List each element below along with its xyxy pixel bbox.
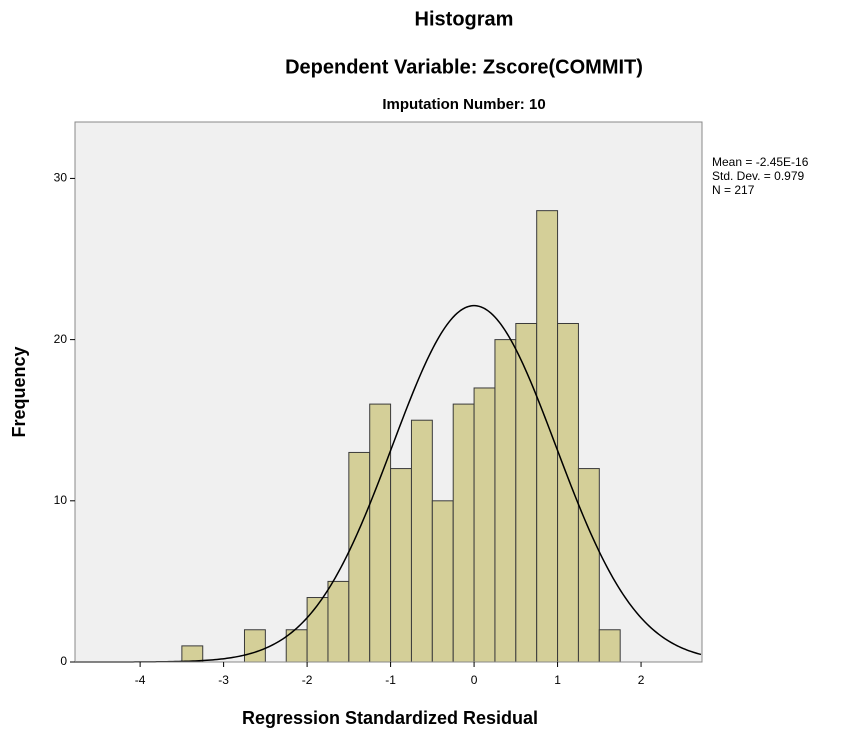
bar: [410, 419, 433, 663]
stat-label: Mean = -2.45E-16: [712, 155, 809, 169]
bar: [452, 403, 475, 663]
y-axis-label: Frequency: [9, 346, 29, 437]
x-axis-label: Regression Standardized Residual: [242, 708, 538, 728]
bar: [515, 322, 538, 663]
bar: [598, 629, 621, 663]
y-tick-label: 30: [54, 171, 68, 185]
stat-label: N = 217: [712, 183, 755, 197]
bar: [243, 629, 266, 663]
bar: [327, 580, 350, 663]
bar: [181, 645, 204, 663]
bar: [577, 468, 600, 663]
x-tick-label: 2: [638, 673, 645, 687]
bar: [390, 468, 412, 663]
bar: [473, 387, 496, 663]
y-tick-label: 0: [60, 654, 67, 668]
bar: [369, 403, 392, 663]
plot-border: [74, 121, 703, 663]
bar: [431, 500, 454, 663]
bar: [536, 210, 559, 663]
normal-curve: [75, 304, 702, 663]
chart-title: Histogram: [415, 8, 514, 30]
bar: [494, 339, 517, 663]
bar: [557, 322, 579, 663]
y-tick-label: 10: [54, 493, 68, 507]
x-tick-label: 0: [471, 673, 478, 687]
panel-title: Imputation Number: 10: [382, 96, 545, 113]
bar: [306, 597, 329, 663]
x-tick-label: -2: [302, 673, 313, 687]
x-tick-label: -1: [385, 673, 396, 687]
bar: [348, 451, 371, 663]
stat-label: Std. Dev. = 0.979: [712, 169, 804, 183]
x-tick-label: 1: [554, 673, 561, 687]
y-tick-label: 20: [54, 332, 68, 346]
chart-subtitle: Dependent Variable: Zscore(COMMIT): [285, 56, 643, 78]
x-tick-label: -3: [218, 673, 229, 687]
x-tick-label: -4: [135, 673, 146, 687]
